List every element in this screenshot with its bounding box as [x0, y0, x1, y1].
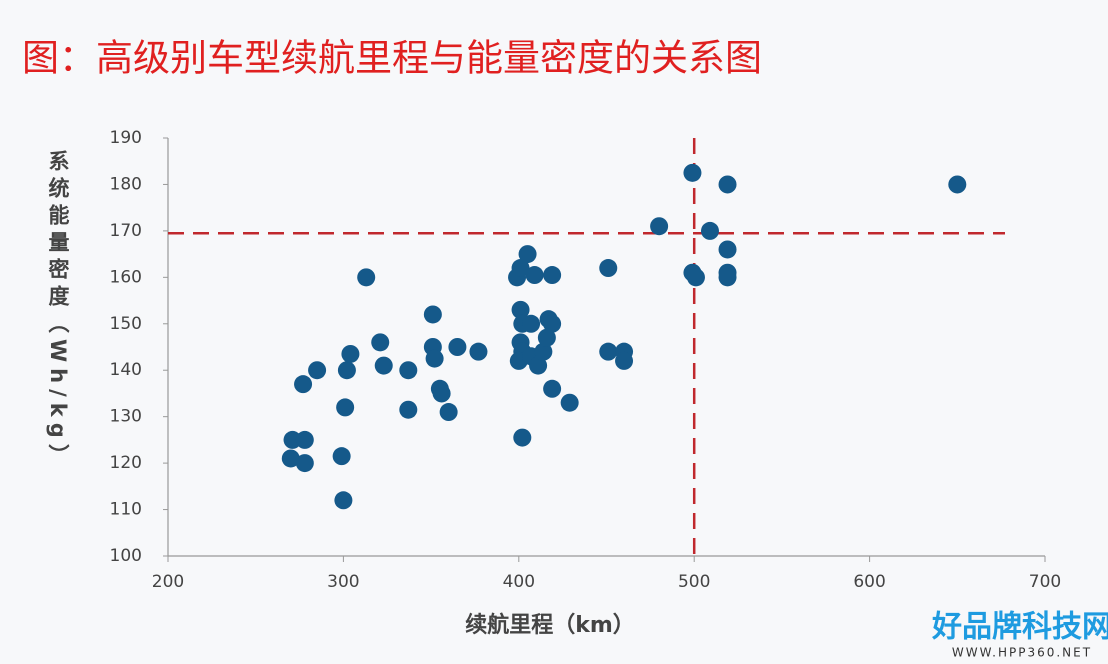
point: [334, 491, 353, 510]
point: [425, 349, 444, 368]
x-tick-label: 200: [152, 572, 184, 592]
y-tick-label: 190: [110, 128, 142, 148]
point: [700, 221, 719, 240]
point: [432, 384, 451, 403]
point: [469, 342, 488, 361]
point: [341, 344, 360, 363]
point: [543, 314, 562, 333]
y-tick-label: 110: [110, 500, 142, 520]
point: [399, 361, 418, 380]
y-tick-label: 170: [110, 221, 142, 241]
point: [683, 163, 702, 182]
point: [294, 375, 313, 394]
point: [513, 428, 532, 447]
point: [686, 268, 705, 287]
point: [399, 400, 418, 419]
point: [718, 175, 737, 194]
point: [543, 379, 562, 398]
point: [295, 454, 314, 473]
y-tick-label: 150: [110, 314, 142, 334]
point: [371, 333, 390, 352]
point: [534, 342, 553, 361]
x-tick-label: 300: [327, 572, 359, 592]
y-tick-label: 100: [110, 546, 142, 566]
point: [374, 356, 393, 375]
point: [599, 342, 618, 361]
x-tick-label: 400: [503, 572, 535, 592]
x-tick-label: 600: [853, 572, 885, 592]
watermark-url: WWW.HPP360.NET: [952, 646, 1092, 660]
point: [336, 398, 355, 417]
point: [337, 361, 356, 380]
point: [522, 314, 541, 333]
point: [518, 245, 537, 264]
y-tick-label: 120: [110, 453, 142, 473]
point: [295, 430, 314, 449]
point: [599, 259, 618, 278]
point: [423, 305, 442, 324]
point: [560, 393, 579, 412]
y-tick-label: 130: [110, 407, 142, 427]
y-tick-label: 180: [110, 174, 142, 194]
y-tick-label: 140: [110, 360, 142, 380]
y-axis-label: 系统能量密度（Wh/kg）: [46, 150, 70, 471]
point: [948, 175, 967, 194]
point: [332, 447, 351, 466]
point: [308, 361, 327, 380]
point: [525, 266, 544, 285]
x-tick-label: 700: [1029, 572, 1061, 592]
x-axis-label: 续航里程（km）: [465, 612, 635, 638]
point: [718, 268, 737, 287]
point: [439, 403, 458, 422]
x-tick-label: 500: [678, 572, 710, 592]
point: [718, 240, 737, 259]
point: [615, 351, 634, 370]
point: [357, 268, 376, 287]
point: [511, 259, 530, 278]
point: [448, 338, 467, 356]
point: [511, 300, 530, 319]
point: [281, 449, 300, 468]
watermark-name: 好品牌科技网: [931, 610, 1108, 645]
point: [529, 356, 548, 375]
point: [543, 266, 562, 285]
point: [650, 217, 669, 236]
point: [537, 328, 556, 347]
chart-title: 图：高级别车型续航里程与能量密度的关系图: [22, 37, 762, 80]
y-tick-label: 160: [110, 267, 142, 287]
